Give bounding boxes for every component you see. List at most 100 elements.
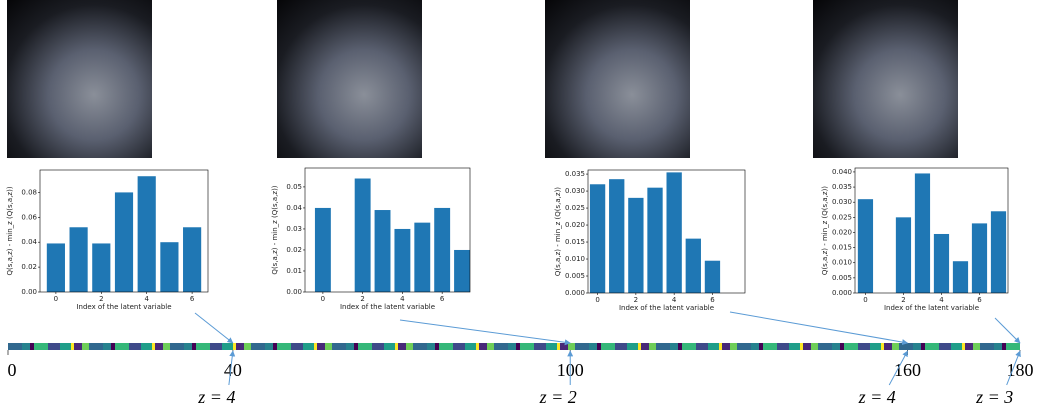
label-arrow xyxy=(888,350,908,386)
y-axis-label: Q(s,a,z) - min_z (Q(s,a,z)) xyxy=(6,186,14,275)
y-tick-label: 0.005 xyxy=(565,272,585,280)
y-tick-label: 0.020 xyxy=(832,228,852,236)
bar xyxy=(394,228,411,292)
y-tick-label: 0.040 xyxy=(832,168,852,176)
y-tick-label: 0.00 xyxy=(286,288,302,296)
latent-label: z = 3 xyxy=(975,387,1013,407)
y-tick-label: 0.030 xyxy=(832,198,852,206)
y-tick-label: 0.015 xyxy=(832,244,852,252)
x-tick-label: 4 xyxy=(939,296,944,304)
x-tick-label: 0 xyxy=(321,295,325,303)
x-tick-label: 6 xyxy=(977,296,982,304)
y-tick-label: 0.015 xyxy=(565,238,585,246)
bar xyxy=(589,184,606,293)
bar xyxy=(314,207,331,292)
x-tick-label: 2 xyxy=(360,295,364,303)
y-tick-label: 0.02 xyxy=(21,263,37,271)
y-tick-label: 0.020 xyxy=(565,221,585,229)
latent-timeline-strip xyxy=(8,343,1020,350)
latent-label: z = 2 xyxy=(539,387,577,407)
x-axis-label: Index of the latent variable xyxy=(619,304,714,312)
x-axis-label: Index of the latent variable xyxy=(76,303,171,311)
plot-frame xyxy=(304,167,471,293)
chart-to-timeline-arrow xyxy=(194,312,234,344)
timeline-tick-label: 180 xyxy=(1007,360,1034,380)
timeline-tick-label: 160 xyxy=(894,360,921,380)
bar xyxy=(857,199,874,293)
bar xyxy=(414,222,431,292)
y-tick-label: 0.000 xyxy=(832,289,852,297)
y-tick-label: 0.005 xyxy=(832,274,852,282)
x-tick-label: 6 xyxy=(440,295,445,303)
latent-label: z = 4 xyxy=(197,387,235,407)
bar xyxy=(374,210,391,292)
bar xyxy=(666,172,682,293)
bar xyxy=(46,243,65,292)
bar xyxy=(160,242,179,292)
x-tick-label: 2 xyxy=(634,296,638,304)
bar xyxy=(354,178,371,292)
latent-label: z = 4 xyxy=(858,387,896,407)
y-tick-label: 0.03 xyxy=(286,225,302,233)
x-tick-label: 2 xyxy=(99,295,103,303)
x-tick-label: 0 xyxy=(863,296,867,304)
y-tick-label: 0.08 xyxy=(21,188,37,196)
robot-kitchen-image xyxy=(545,0,690,158)
bar xyxy=(628,197,644,293)
plot-frame xyxy=(854,167,1009,294)
chart-to-timeline-arrow xyxy=(399,319,571,346)
x-axis-label: Index of the latent variable xyxy=(340,303,435,311)
x-tick-label: 4 xyxy=(400,295,405,303)
timeline-tick-label: 0 xyxy=(8,360,17,380)
bar xyxy=(114,192,134,292)
bar xyxy=(952,261,969,293)
bar xyxy=(914,173,931,293)
y-tick-label: 0.04 xyxy=(21,238,37,246)
bar xyxy=(609,179,625,293)
y-tick-label: 0.05 xyxy=(286,183,302,191)
y-tick-label: 0.00 xyxy=(21,288,37,296)
bar xyxy=(685,238,701,293)
label-arrow xyxy=(1006,350,1021,386)
bar xyxy=(183,227,202,292)
y-tick-label: 0.01 xyxy=(286,267,302,275)
y-tick-label: 0.035 xyxy=(565,170,585,178)
plot-frame xyxy=(587,169,746,294)
y-tick-label: 0.02 xyxy=(286,246,302,254)
y-tick-label: 0.035 xyxy=(832,183,852,191)
plot-frame xyxy=(39,169,209,293)
bar xyxy=(92,243,111,292)
chart-to-timeline-arrow xyxy=(994,317,1021,344)
robot-kitchen-image xyxy=(277,0,422,158)
robot-kitchen-image xyxy=(7,0,152,158)
bar xyxy=(704,260,721,293)
bar xyxy=(647,187,663,293)
y-axis-label: Q(s,a,z) - min_z (Q(s,a,z)) xyxy=(821,186,829,275)
timeline-tick-label: 40 xyxy=(224,360,242,380)
bar xyxy=(454,249,470,292)
bar xyxy=(971,223,988,293)
x-tick-label: 6 xyxy=(710,296,715,304)
y-tick-label: 0.010 xyxy=(832,259,852,267)
y-axis-label: Q(s,a,z) - min_z (Q(s,a,z)) xyxy=(271,185,279,274)
y-tick-label: 0.06 xyxy=(21,213,37,221)
x-tick-label: 0 xyxy=(54,295,58,303)
x-tick-label: 4 xyxy=(144,295,149,303)
x-tick-label: 4 xyxy=(672,296,677,304)
label-arrow xyxy=(228,350,236,386)
robot-kitchen-image xyxy=(813,0,958,158)
y-tick-label: 0.010 xyxy=(565,255,585,263)
bar xyxy=(895,217,912,293)
bar xyxy=(933,233,950,293)
x-tick-label: 2 xyxy=(901,296,905,304)
y-tick-label: 0.025 xyxy=(832,213,852,221)
x-tick-label: 0 xyxy=(595,296,599,304)
x-axis-label: Index of the latent variable xyxy=(884,304,979,312)
bar xyxy=(990,211,1007,293)
y-axis-label: Q(s,a,z) - min_z (Q(s,a,z)) xyxy=(554,187,562,276)
y-tick-label: 0.030 xyxy=(565,187,585,195)
y-tick-label: 0.000 xyxy=(565,289,585,297)
y-tick-label: 0.04 xyxy=(286,204,302,212)
